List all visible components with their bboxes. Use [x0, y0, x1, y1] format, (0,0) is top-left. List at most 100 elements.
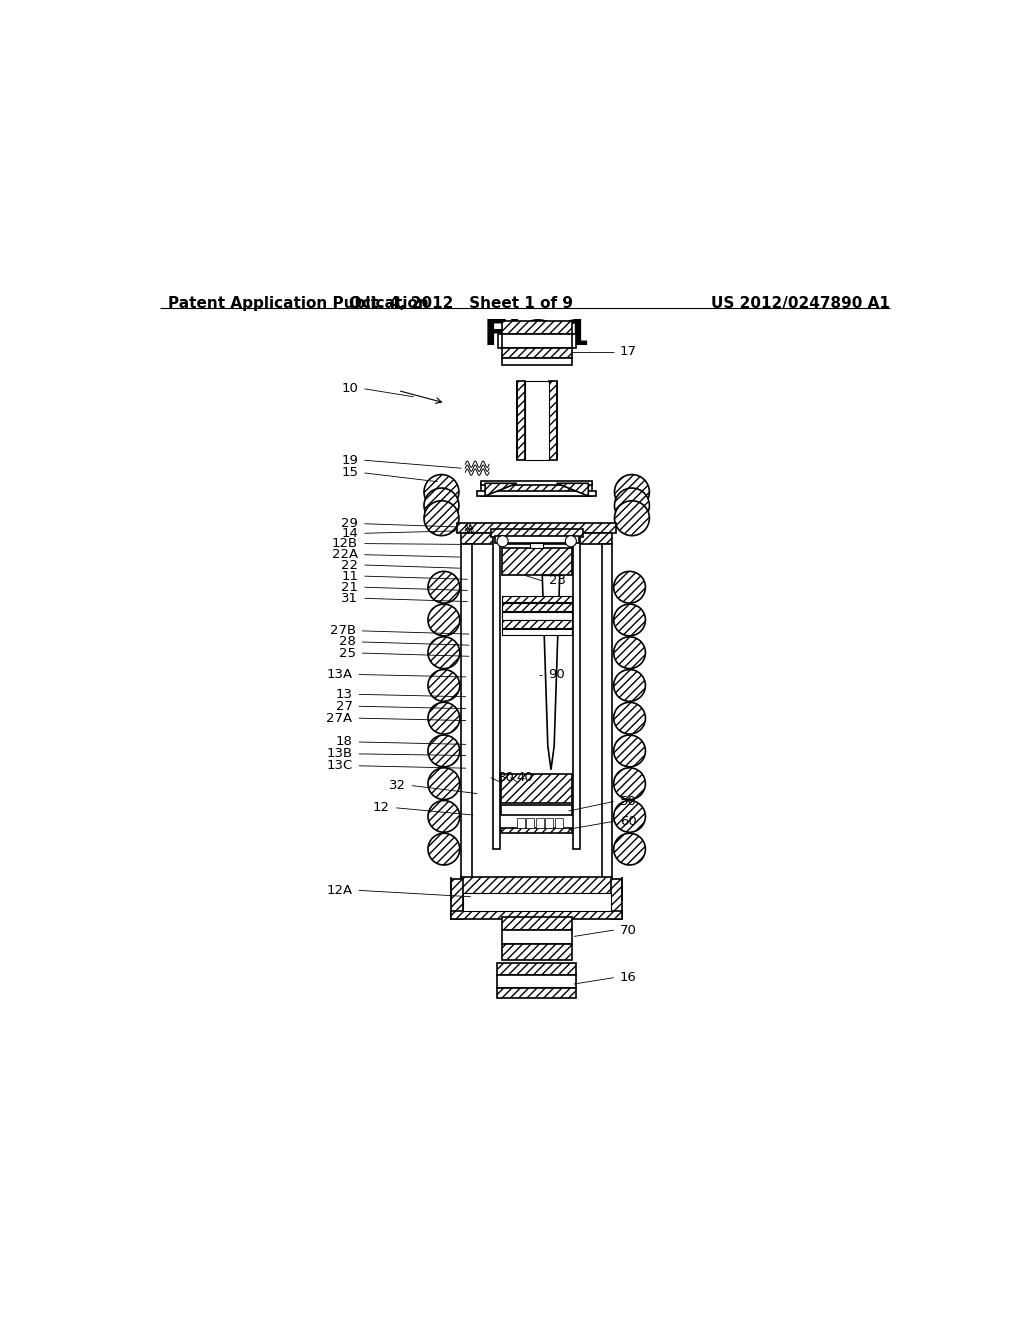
Bar [526, 818, 535, 829]
Bar [502, 944, 571, 960]
Circle shape [614, 488, 649, 523]
Bar [463, 892, 611, 911]
Bar [497, 962, 577, 975]
Bar [477, 491, 596, 496]
Bar [555, 818, 563, 829]
Bar [502, 916, 571, 929]
Circle shape [428, 768, 460, 800]
Circle shape [428, 572, 460, 603]
Bar [498, 334, 575, 347]
Bar [495, 536, 579, 543]
Text: 27: 27 [336, 700, 352, 713]
Circle shape [613, 572, 645, 603]
Text: 90: 90 [549, 668, 565, 681]
Bar [502, 548, 571, 576]
Text: 29: 29 [341, 517, 358, 531]
Circle shape [428, 605, 460, 636]
Bar [524, 381, 549, 461]
Circle shape [428, 833, 460, 865]
Circle shape [613, 669, 645, 701]
Text: 14: 14 [341, 527, 358, 540]
Bar [536, 818, 544, 829]
Text: 18: 18 [336, 735, 352, 748]
Text: 31: 31 [341, 591, 358, 605]
Bar [490, 529, 583, 537]
Text: 11: 11 [341, 570, 358, 582]
Bar [530, 543, 543, 548]
Circle shape [424, 488, 459, 523]
Bar [573, 533, 581, 849]
Bar [502, 321, 571, 334]
Polygon shape [485, 483, 517, 496]
Circle shape [613, 768, 645, 800]
Text: 23: 23 [549, 574, 565, 587]
Text: 15: 15 [341, 466, 358, 479]
Text: FIG.1: FIG.1 [483, 317, 590, 351]
Text: 27A: 27A [327, 711, 352, 725]
Polygon shape [543, 576, 560, 770]
Text: 17: 17 [620, 345, 637, 358]
Text: 16: 16 [620, 972, 637, 985]
Circle shape [565, 536, 577, 546]
Bar [462, 876, 612, 900]
Circle shape [497, 536, 508, 546]
Bar [481, 483, 592, 496]
Bar [546, 818, 553, 829]
Text: 27B: 27B [330, 624, 355, 638]
Bar [501, 774, 572, 804]
Text: 12A: 12A [327, 884, 352, 896]
Circle shape [428, 800, 460, 833]
Text: 32: 32 [389, 779, 406, 792]
Bar [502, 359, 571, 366]
Circle shape [613, 800, 645, 833]
Bar [452, 879, 463, 919]
Text: 12: 12 [373, 801, 390, 814]
Text: US 2012/0247890 A1: US 2012/0247890 A1 [711, 296, 890, 312]
Bar [502, 347, 571, 359]
Bar [497, 975, 577, 987]
Circle shape [613, 833, 645, 865]
Circle shape [613, 605, 645, 636]
Text: 80: 80 [497, 771, 514, 784]
Bar [501, 805, 572, 816]
Text: 13: 13 [336, 688, 352, 701]
Circle shape [614, 475, 649, 510]
Text: Patent Application Publication: Patent Application Publication [168, 296, 428, 312]
Bar [481, 480, 592, 484]
Bar [502, 334, 571, 347]
Text: 13A: 13A [327, 668, 352, 681]
Text: Oct. 4, 2012   Sheet 1 of 9: Oct. 4, 2012 Sheet 1 of 9 [349, 296, 573, 312]
Text: 12B: 12B [332, 537, 358, 550]
Bar [611, 879, 622, 919]
Text: 50: 50 [620, 795, 637, 808]
Circle shape [613, 735, 645, 767]
Bar [517, 381, 525, 461]
Text: 22: 22 [341, 558, 358, 572]
Text: 10: 10 [341, 383, 358, 396]
Circle shape [614, 500, 649, 536]
Bar [462, 533, 612, 544]
Bar [462, 544, 472, 908]
Bar [494, 533, 500, 849]
Circle shape [424, 500, 459, 536]
Text: 28: 28 [339, 635, 355, 648]
Circle shape [428, 636, 460, 669]
Text: 25: 25 [339, 647, 355, 660]
Text: 40: 40 [517, 771, 534, 784]
Circle shape [428, 702, 460, 734]
Text: 70: 70 [620, 924, 637, 937]
Bar [502, 595, 571, 602]
Bar [517, 818, 525, 829]
Circle shape [613, 636, 645, 669]
Circle shape [424, 475, 459, 510]
Bar [502, 611, 571, 619]
Text: 60: 60 [620, 814, 637, 828]
Circle shape [428, 735, 460, 767]
Bar [549, 381, 557, 461]
Bar [458, 523, 616, 533]
Circle shape [613, 702, 645, 734]
Bar [602, 544, 612, 908]
Bar [502, 929, 571, 944]
Text: 13B: 13B [327, 747, 352, 760]
Bar [452, 911, 622, 919]
